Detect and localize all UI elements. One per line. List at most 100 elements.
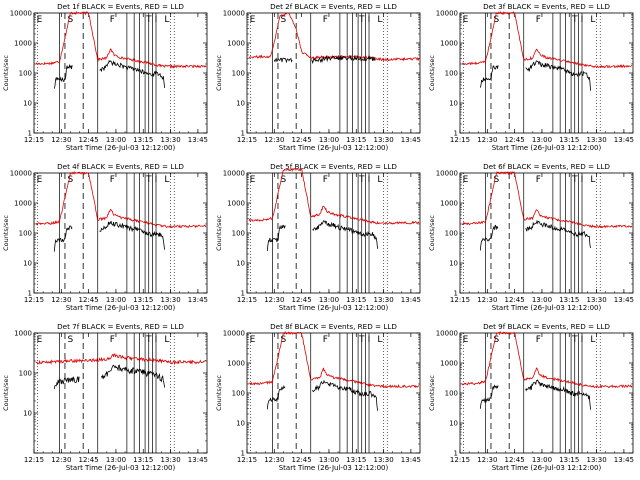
series-events-line (266, 220, 378, 252)
x-axis-label: Start Time (26-Jul-03 12:12:00) (66, 304, 176, 312)
y-tick-label: 10 (449, 260, 458, 268)
x-tick-label: 13:45 (188, 456, 208, 464)
x-axis-label: Start Time (26-Jul-03 12:12:00) (279, 464, 389, 472)
x-tick-label: 13:45 (401, 136, 421, 144)
x-tick-label: 12:45 (79, 136, 99, 144)
chart-svg-9f: Det 9f BLACK = Events, RED = LLD 1 10 100 10… (428, 322, 634, 472)
y-tick-label: 1000 (440, 360, 458, 368)
panel-det-8f: Det 8f BLACK = Events, RED = LLD 1 10 100 10… (213, 320, 426, 480)
panel-det-2f: Det 2f BLACK = Events, RED = LLD 1 10 100 10… (213, 0, 426, 160)
x-tick-label: 13:00 (532, 296, 552, 304)
y-axis-label: Counts/sec (428, 215, 436, 251)
x-tick-label: 12:15 (450, 136, 470, 144)
event-marker-label: S (494, 175, 500, 185)
event-marker-label: L (164, 335, 169, 345)
event-marker-label: L (590, 15, 595, 25)
y-tick-label: 100 (445, 230, 458, 238)
chart-title: Det 4f BLACK = Events, RED = LLD (57, 162, 184, 171)
event-marker-label: S (281, 15, 287, 25)
plot-frame (33, 172, 208, 294)
event-marker-label: L (590, 335, 595, 345)
x-tick-label: 12:45 (79, 456, 99, 464)
y-tick-label: 100 (232, 390, 245, 398)
x-tick-label: 13:00 (532, 456, 552, 464)
event-marker-label: E (37, 15, 43, 25)
series-events-line (479, 60, 591, 91)
y-axis-label: Counts/sec (2, 375, 10, 411)
x-tick-label: 12:45 (79, 296, 99, 304)
x-tick-label: 12:15 (237, 136, 257, 144)
event-marker-label: S (281, 335, 287, 345)
x-tick-label: 13:30 (160, 296, 180, 304)
event-marker-label: T (358, 175, 365, 185)
chart-svg-7f: Det 7f BLACK = Events, RED = LLD 10 100 100… (2, 322, 208, 472)
x-tick-label: 13:30 (160, 136, 180, 144)
panel-det-7f: Det 7f BLACK = Events, RED = LLD 10 100 100… (0, 320, 213, 480)
y-tick-label: 10000 (436, 170, 458, 178)
y-axis-label: Counts/sec (215, 55, 223, 91)
x-axis-label: Start Time (26-Jul-03 12:12:00) (492, 464, 602, 472)
x-tick-label: 13:15 (133, 296, 153, 304)
event-marker-label: F (110, 175, 115, 185)
x-tick-label: 12:15 (24, 136, 44, 144)
y-tick-label: 1000 (14, 40, 32, 48)
chart-title: Det 6f BLACK = Events, RED = LLD (483, 162, 610, 171)
y-tick-label: 100 (445, 390, 458, 398)
x-tick-label: 13:30 (586, 136, 606, 144)
y-tick-label: 1000 (227, 200, 245, 208)
chart-svg-5f: Det 5f BLACK = Events, RED = LLD 1 10 100 10… (215, 162, 421, 312)
series-lld-line (35, 353, 207, 366)
event-marker-label: L (164, 15, 169, 25)
x-tick-label: 12:15 (450, 296, 470, 304)
panel-det-3f: Det 3f BLACK = Events, RED = LLD 1 10 100 10… (426, 0, 639, 160)
y-tick-label: 100 (19, 370, 32, 378)
panel-det-5f: Det 5f BLACK = Events, RED = LLD 1 10 100 10… (213, 160, 426, 320)
y-tick-label: 10 (236, 100, 245, 108)
event-marker-label: F (536, 335, 541, 345)
event-marker-label: T (145, 175, 152, 185)
x-tick-label: 13:15 (133, 136, 153, 144)
event-marker-label: S (68, 15, 74, 25)
x-tick-label: 12:30 (477, 456, 497, 464)
chart-title: Det 2f BLACK = Events, RED = LLD (270, 2, 397, 11)
event-marker-label: L (377, 335, 382, 345)
event-marker-label: E (463, 335, 469, 345)
x-tick-label: 12:30 (477, 136, 497, 144)
x-tick-label: 12:30 (264, 136, 284, 144)
plot-frame (459, 332, 634, 454)
plot-frame (459, 12, 634, 134)
x-tick-label: 12:15 (24, 296, 44, 304)
y-tick-label: 1000 (14, 330, 32, 338)
panel-det-9f: Det 9f BLACK = Events, RED = LLD 1 10 100 10… (426, 320, 639, 480)
chart-title: Det 9f BLACK = Events, RED = LLD (483, 322, 610, 331)
event-marker-label: E (250, 15, 256, 25)
event-marker-label: E (37, 175, 43, 185)
x-tick-label: 12:45 (292, 456, 312, 464)
x-tick-label: 13:45 (614, 456, 634, 464)
y-axis-label: Counts/sec (215, 215, 223, 251)
event-marker-label: I (155, 175, 158, 185)
y-tick-label: 10 (23, 410, 32, 418)
y-tick-label: 1 (241, 450, 245, 458)
x-tick-label: 13:30 (160, 456, 180, 464)
x-tick-label: 13:45 (401, 456, 421, 464)
panel-det-6f: Det 6f BLACK = Events, RED = LLD 1 10 100 10… (426, 160, 639, 320)
y-tick-label: 1000 (440, 200, 458, 208)
x-tick-label: 13:00 (106, 456, 126, 464)
event-marker-label: F (536, 175, 541, 185)
y-tick-label: 10000 (10, 170, 32, 178)
plot-frame (33, 12, 208, 134)
y-axis-label: Counts/sec (428, 375, 436, 411)
x-tick-label: 13:00 (106, 296, 126, 304)
event-marker-label: F (110, 15, 115, 25)
series-events-line (53, 364, 165, 390)
x-tick-label: 12:45 (292, 136, 312, 144)
y-tick-label: 10 (23, 100, 32, 108)
y-tick-label: 1 (454, 450, 458, 458)
y-tick-label: 10 (449, 100, 458, 108)
x-tick-label: 13:15 (133, 456, 153, 464)
y-tick-label: 1000 (14, 200, 32, 208)
event-marker-label: S (281, 175, 287, 185)
event-marker-label: E (463, 15, 469, 25)
